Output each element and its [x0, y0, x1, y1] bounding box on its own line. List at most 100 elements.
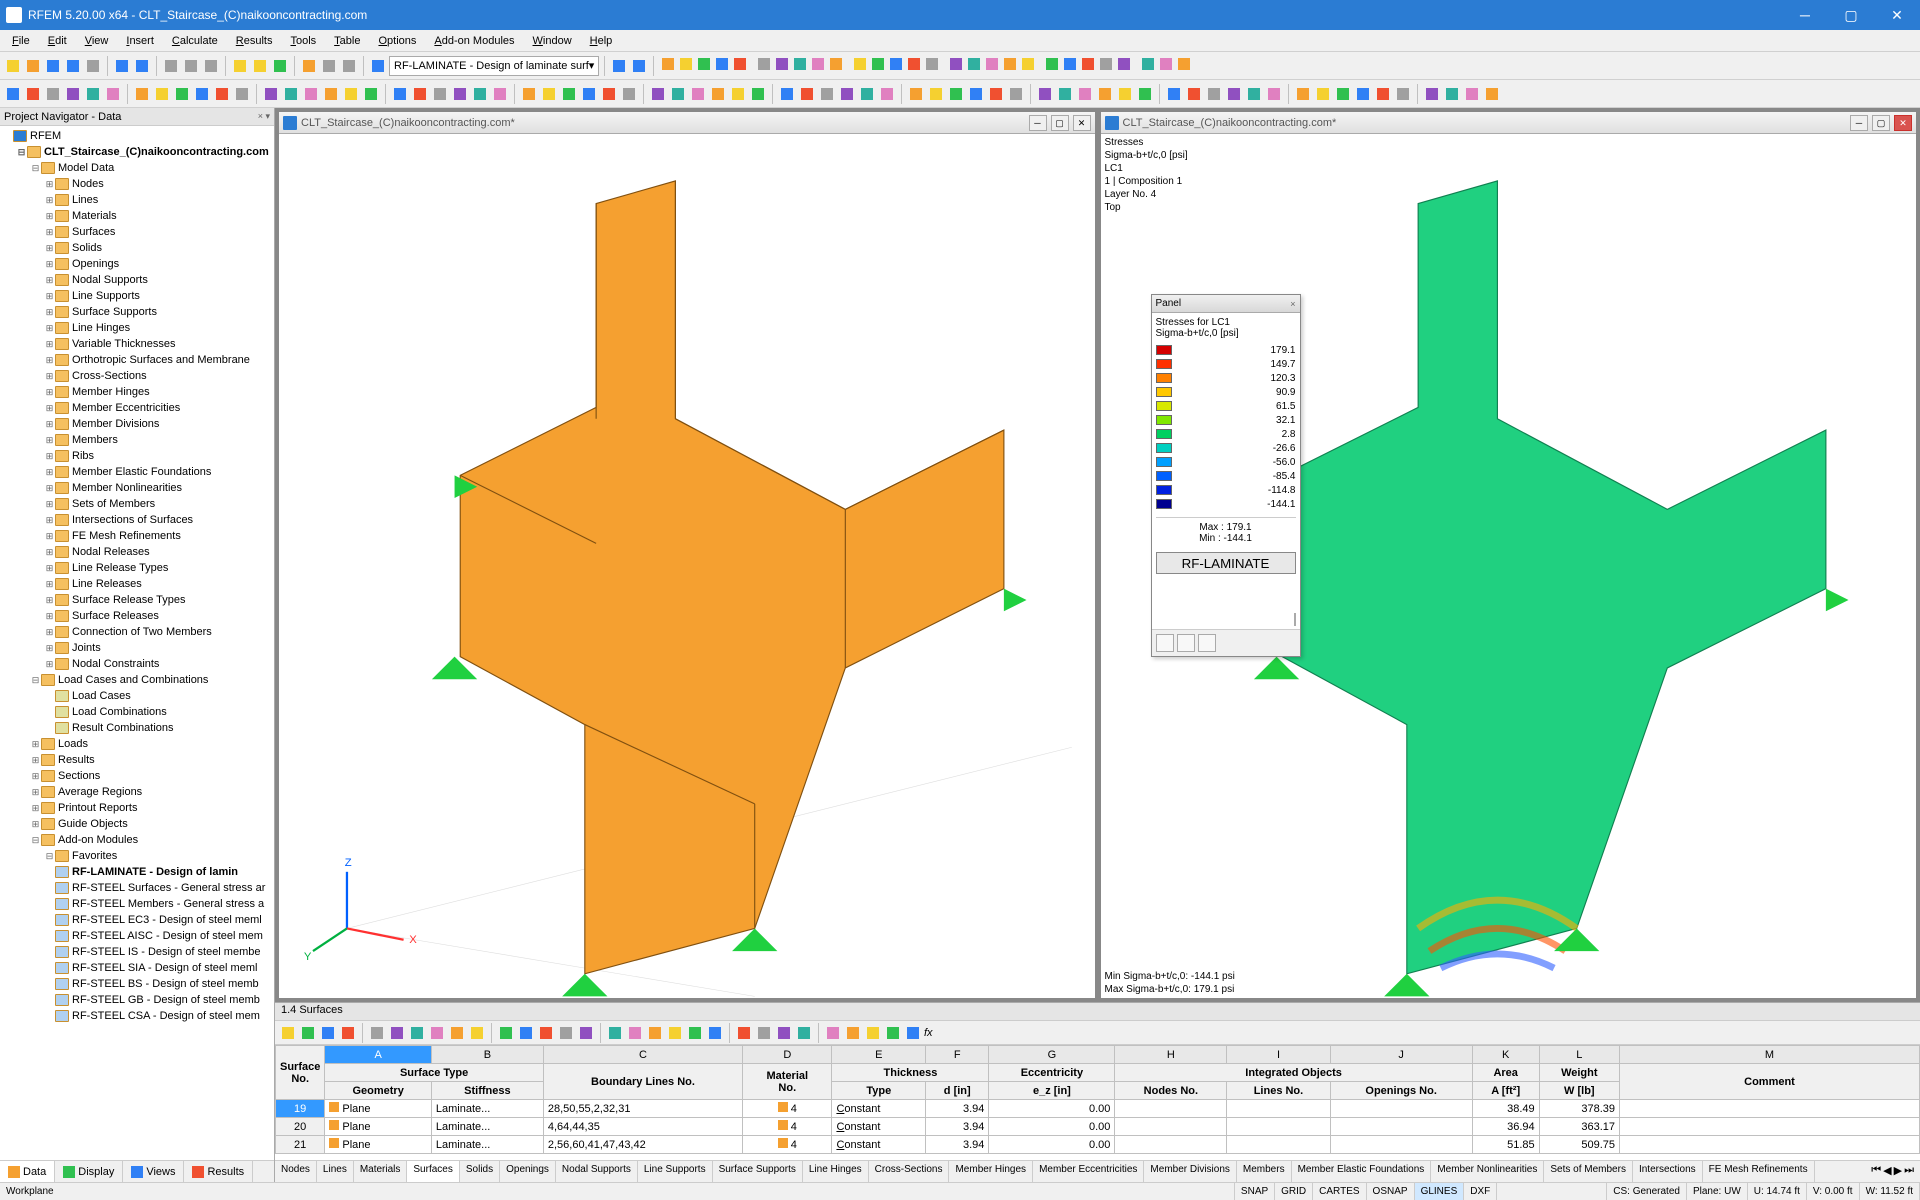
tree-rf-steel-ec3-design-of-steel-meml[interactable]: RF-STEEL EC3 - Design of steel meml [2, 912, 272, 928]
tool2-1-icon[interactable] [24, 85, 42, 103]
tree-joints[interactable]: ⊞Joints [2, 640, 272, 656]
tab-nav-prev-icon[interactable]: ◀ [1883, 1164, 1891, 1179]
view-2-close-button[interactable]: ✕ [1894, 115, 1912, 131]
tree-loads[interactable]: ⊞Loads [2, 736, 272, 752]
tool2-61-icon[interactable] [1314, 85, 1332, 103]
tree-rf-steel-members-general-stress-a[interactable]: RF-STEEL Members - General stress a [2, 896, 272, 912]
bottom-tab-member-eccentricities[interactable]: Member Eccentricities [1033, 1161, 1144, 1182]
btool-24-icon[interactable] [795, 1024, 813, 1042]
tool-misc-1-icon[interactable] [677, 55, 695, 73]
tree-rf-laminate-design-of-lamin[interactable]: RF-LAMINATE - Design of lamin [2, 864, 272, 880]
menu-results[interactable]: Results [228, 33, 281, 49]
tree-variable-thicknesses[interactable]: ⊞Variable Thicknesses [2, 336, 272, 352]
btool-25-icon[interactable] [824, 1024, 842, 1042]
tool-snap-icon[interactable] [340, 57, 358, 75]
nav-back-icon[interactable] [610, 57, 628, 75]
tool2-53-icon[interactable] [1136, 85, 1154, 103]
tree-rf-steel-is-design-of-steel-membe[interactable]: RF-STEEL IS - Design of steel membe [2, 944, 272, 960]
tool-icon[interactable] [369, 57, 387, 75]
tool-save-icon[interactable] [44, 57, 62, 75]
tool-misc-13-icon[interactable] [905, 55, 923, 73]
bottom-tab-intersections[interactable]: Intersections [1633, 1161, 1703, 1182]
nav-tab-views[interactable]: Views [123, 1161, 184, 1182]
tool2-33-icon[interactable] [709, 85, 727, 103]
tree-ribs[interactable]: ⊞Ribs [2, 448, 272, 464]
tree-model-data[interactable]: ⊟Model Data [2, 160, 272, 176]
tree-surface-release-types[interactable]: ⊞Surface Release Types [2, 592, 272, 608]
tool2-66-icon[interactable] [1423, 85, 1441, 103]
bottom-tab-member-elastic-foundations[interactable]: Member Elastic Foundations [1292, 1161, 1432, 1182]
tab-nav-first-icon[interactable]: ⏮ [1871, 1164, 1881, 1179]
tool2-27-icon[interactable] [580, 85, 598, 103]
bottom-tab-line-hinges[interactable]: Line Hinges [803, 1161, 869, 1182]
tree-surface-releases[interactable]: ⊞Surface Releases [2, 608, 272, 624]
nav-tab-results[interactable]: Results [184, 1161, 253, 1182]
tool-misc-21-icon[interactable] [1061, 55, 1079, 73]
tree-load-cases-and-combinations[interactable]: ⊟Load Cases and Combinations [2, 672, 272, 688]
tree-member-eccentricities[interactable]: ⊞Member Eccentricities [2, 400, 272, 416]
btool-23-icon[interactable] [775, 1024, 793, 1042]
btool-20-icon[interactable] [706, 1024, 724, 1042]
tree-solids[interactable]: ⊞Solids [2, 240, 272, 256]
bottom-tab-line-supports[interactable]: Line Supports [638, 1161, 713, 1182]
tool-misc-6-icon[interactable] [773, 55, 791, 73]
btool-6-icon[interactable] [408, 1024, 426, 1042]
tool2-2-icon[interactable] [44, 85, 62, 103]
tool2-19-icon[interactable] [411, 85, 429, 103]
tool2-17-icon[interactable] [362, 85, 380, 103]
tool-misc-19-icon[interactable] [1019, 55, 1037, 73]
tool2-9-icon[interactable] [193, 85, 211, 103]
tree-lines[interactable]: ⊞Lines [2, 192, 272, 208]
tool-misc-5-icon[interactable] [755, 55, 773, 73]
tree-rf-steel-sia-design-of-steel-meml[interactable]: RF-STEEL SIA - Design of steel meml [2, 960, 272, 976]
btool-28-icon[interactable] [884, 1024, 902, 1042]
menu-tools[interactable]: Tools [282, 33, 324, 49]
results-panel[interactable]: Panel × Stresses for LC1 Sigma-b+t/c,0 [… [1151, 294, 1301, 657]
status-grid[interactable]: GRID [1275, 1183, 1313, 1200]
panel-magnify-icon[interactable] [1294, 613, 1296, 626]
view-2-max-button[interactable]: ▢ [1872, 115, 1890, 131]
tool2-58-icon[interactable] [1245, 85, 1263, 103]
tool2-11-icon[interactable] [233, 85, 251, 103]
tool-new-icon[interactable] [4, 57, 22, 75]
tool2-28-icon[interactable] [600, 85, 618, 103]
tool-zoom-icon[interactable] [251, 57, 269, 75]
tool2-65-icon[interactable] [1394, 85, 1412, 103]
tool2-68-icon[interactable] [1463, 85, 1481, 103]
tree-load-cases[interactable]: Load Cases [2, 688, 272, 704]
tool-misc-27-icon[interactable] [1175, 55, 1193, 73]
btool-9-icon[interactable] [468, 1024, 486, 1042]
btool-22-icon[interactable] [755, 1024, 773, 1042]
tree-result-combinations[interactable]: Result Combinations [2, 720, 272, 736]
tree-average-regions[interactable]: ⊞Average Regions [2, 784, 272, 800]
tool2-47-icon[interactable] [1007, 85, 1025, 103]
tree-guide-objects[interactable]: ⊞Guide Objects [2, 816, 272, 832]
tool2-43-icon[interactable] [927, 85, 945, 103]
tool-misc-24-icon[interactable] [1115, 55, 1133, 73]
table-row[interactable]: 21PlaneLaminate...2,56,60,41,47,43,424Co… [276, 1136, 1920, 1154]
tree-cross-sections[interactable]: ⊞Cross-Sections [2, 368, 272, 384]
status-osnap[interactable]: OSNAP [1367, 1183, 1415, 1200]
tool-copy-icon[interactable] [182, 57, 200, 75]
tree-rf-steel-bs-design-of-steel-memb[interactable]: RF-STEEL BS - Design of steel memb [2, 976, 272, 992]
tool2-48-icon[interactable] [1036, 85, 1054, 103]
tree-member-hinges[interactable]: ⊞Member Hinges [2, 384, 272, 400]
tool2-67-icon[interactable] [1443, 85, 1461, 103]
view-1-min-button[interactable]: ─ [1029, 115, 1047, 131]
panel-tab3-icon[interactable] [1198, 634, 1216, 652]
tool2-38-icon[interactable] [818, 85, 836, 103]
tool2-6-icon[interactable] [133, 85, 151, 103]
tool2-10-icon[interactable] [213, 85, 231, 103]
tool2-18-icon[interactable] [391, 85, 409, 103]
status-dxf[interactable]: DXF [1464, 1183, 1497, 1200]
view-1-close-button[interactable]: ✕ [1073, 115, 1091, 131]
tool-misc-4-icon[interactable] [731, 55, 749, 73]
table-row[interactable]: 20PlaneLaminate...4,64,44,354Constant3.9… [276, 1118, 1920, 1136]
tree-openings[interactable]: ⊞Openings [2, 256, 272, 272]
tool2-39-icon[interactable] [838, 85, 856, 103]
tool2-40-icon[interactable] [858, 85, 876, 103]
bottom-tab-solids[interactable]: Solids [460, 1161, 500, 1182]
tool-misc-26-icon[interactable] [1157, 55, 1175, 73]
tool-misc-22-icon[interactable] [1079, 55, 1097, 73]
tree-member-divisions[interactable]: ⊞Member Divisions [2, 416, 272, 432]
